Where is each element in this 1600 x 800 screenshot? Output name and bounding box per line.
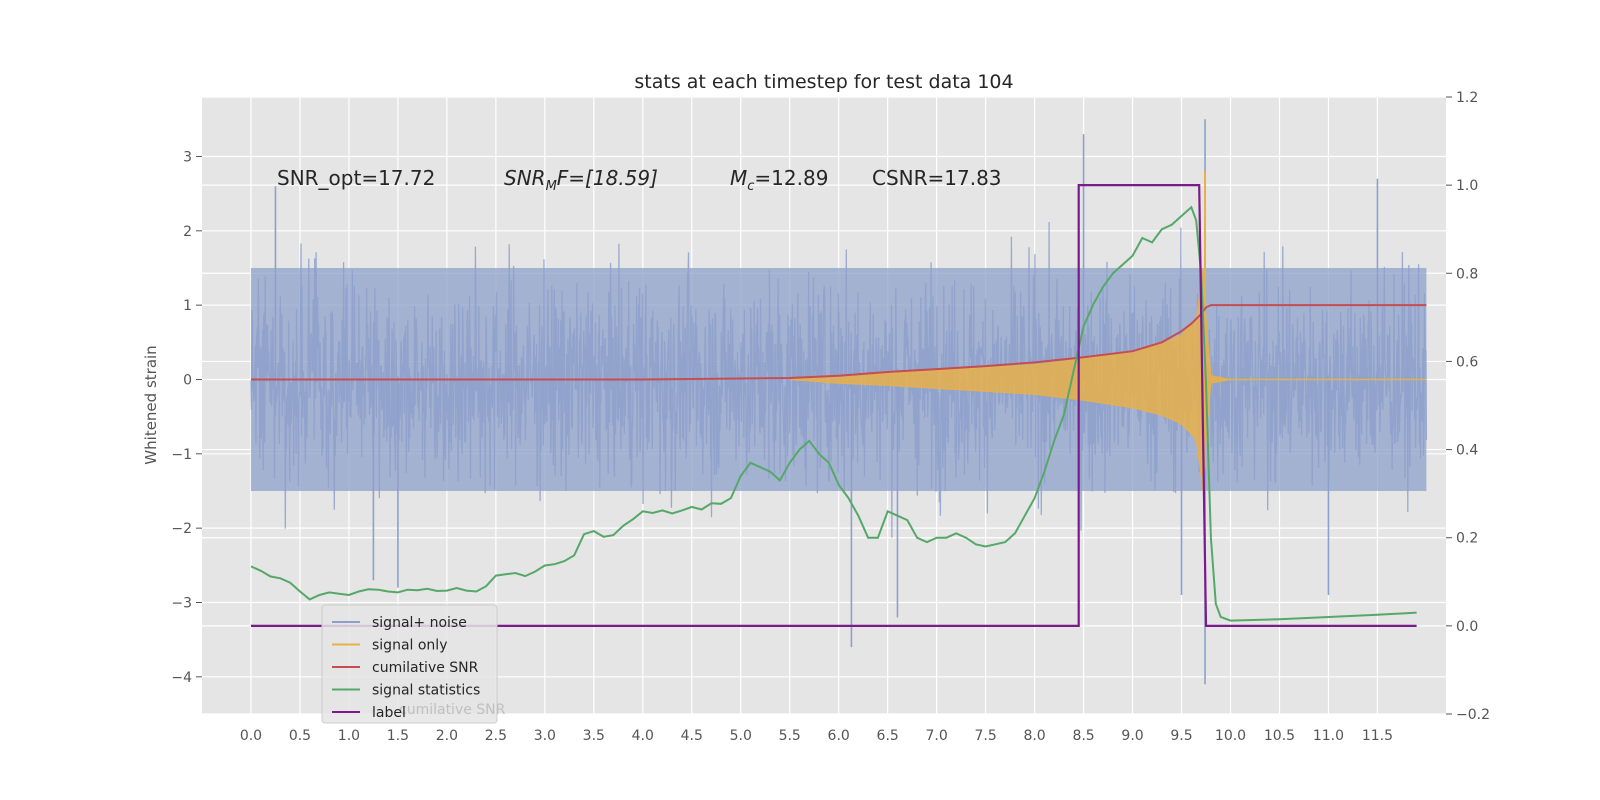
y-tick-label: 1 [183,298,192,314]
x-tick-label: 3.0 [534,728,556,744]
x-tick-label: 7.0 [926,728,948,744]
mc-sub: c [747,179,754,194]
y-tick-labels: 3 2 1 0 −1 −2 −3 −4 [171,149,202,686]
y2-tick-label: 0.2 [1456,531,1478,547]
annotation-snr-mf: SNRMF=[18.59] [504,166,658,194]
y-tick-label: 3 [183,149,192,165]
y2-tick-label: 0.6 [1456,354,1478,370]
y2-tick-label: 1.2 [1456,90,1478,106]
y2-tick-label: 0.8 [1456,266,1478,282]
y-axis-label: Whitened strain [142,345,160,464]
y2-tick-labels: 1.2 1.0 0.8 0.6 0.4 0.2 0.0 −0.2 [1446,90,1490,723]
x-tick-label: 0.0 [240,728,262,744]
legend-item-label: label [372,705,406,721]
y2-tick-label: 0.4 [1456,443,1478,459]
y-tick-label: −3 [171,595,192,611]
y-tick-label: 2 [183,224,192,240]
mc-rest: =12.89 [754,166,828,190]
legend-item-label: cumilative SNR [372,660,479,676]
annotation-snr-opt: SNR_opt=17.72 [277,166,435,190]
y-tick-label: 0 [183,372,192,388]
x-tick-label: 8.5 [1072,728,1094,744]
series-lines [250,184,1427,627]
legend-ghost-text: cumilative SNR [399,702,506,718]
x-tick-label: 5.5 [779,728,801,744]
mc-main: M [730,166,747,190]
y2-tick-label: 0.0 [1456,619,1478,635]
signal-only-envelope [789,267,1427,492]
x-tick-label: 4.5 [681,728,703,744]
x-tick-label: 10.5 [1264,728,1295,744]
y2-tick-label: −0.2 [1456,707,1490,723]
legend-item-label: signal statistics [372,683,480,699]
x-tick-label: 7.5 [974,728,996,744]
snr-mf-sub: M [546,179,557,194]
snr-mf-main: SNR [504,166,546,190]
legend-item-label: signal+ noise [372,615,467,631]
cumulative-snr-line [251,304,1427,381]
y-tick-label: −4 [171,670,192,686]
signal-only-series [789,171,1427,492]
label-line [251,184,1417,627]
signal-statistics-line [250,205,1417,622]
x-tick-label: 1.5 [387,728,409,744]
y-tick-label: −2 [171,521,192,537]
y-tick-label: −1 [171,447,192,463]
legend-box [321,604,498,724]
x-tick-label: 2.0 [436,728,458,744]
x-tick-label: 1.0 [338,728,360,744]
chart-title: stats at each timestep for test data 104 [634,71,1013,93]
x-tick-label: 11.0 [1313,728,1344,744]
y2-tick-label: 1.0 [1456,178,1478,194]
annotation-mc: Mc=12.89 [730,166,828,194]
x-tick-label: 6.0 [828,728,850,744]
x-tick-labels: 0.0 0.5 1.0 1.5 2.0 2.5 3.0 3.5 4.0 4.5 5.0 5.5 6.0 6… [240,728,1393,744]
x-tick-label: 9.5 [1170,728,1192,744]
x-tick-label: 5.0 [730,728,752,744]
x-tick-label: 11.5 [1362,728,1393,744]
annotation-csnr: CSNR=17.83 [872,166,1002,190]
x-tick-label: 2.5 [485,728,507,744]
legend: cumilative SNR signal+ noise signal only c… [321,604,506,724]
x-tick-label: 9.0 [1121,728,1143,744]
x-tick-label: 3.5 [583,728,605,744]
legend-item-label: signal only [372,638,447,654]
x-tick-label: 4.0 [632,728,654,744]
snr-mf-rest: F=[18.59] [557,166,658,190]
x-tick-label: 8.0 [1023,728,1045,744]
x-tick-label: 6.5 [877,728,899,744]
x-tick-label: 0.5 [289,728,311,744]
x-tick-label: 10.0 [1215,728,1246,744]
annotations: SNR_opt=17.72 SNRMF=[18.59] Mc=12.89 CSN… [277,166,1002,194]
